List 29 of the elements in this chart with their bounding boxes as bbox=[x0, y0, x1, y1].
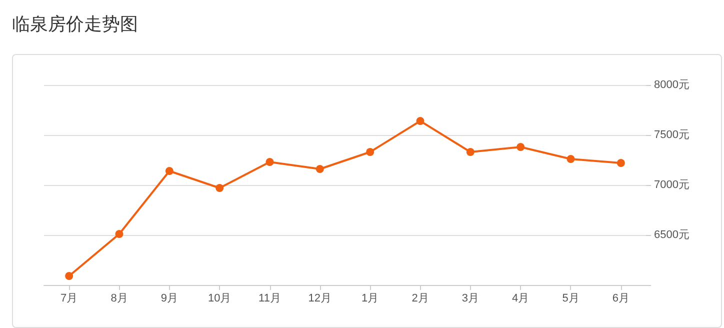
point bbox=[266, 158, 274, 166]
point bbox=[616, 159, 625, 167]
x-tick-label: 4月 bbox=[512, 292, 530, 304]
x-tick-label: 5月 bbox=[562, 292, 580, 304]
point bbox=[416, 117, 424, 125]
point bbox=[466, 148, 474, 156]
x-tick-label: 6月 bbox=[612, 292, 630, 304]
y-tick-label: 8000元 bbox=[654, 79, 690, 91]
x-tick-label: 9月 bbox=[160, 292, 178, 304]
point bbox=[115, 230, 124, 238]
x-tick-label: 2月 bbox=[412, 292, 429, 304]
x-tick-label: 10月 bbox=[208, 292, 232, 304]
point bbox=[65, 272, 74, 280]
point bbox=[216, 184, 224, 192]
point bbox=[316, 165, 324, 173]
y-tick-label: 7500元 bbox=[654, 129, 690, 141]
x-tick-label: 8月 bbox=[110, 292, 128, 304]
y-tick-label: 6500元 bbox=[654, 229, 690, 241]
x-tick-label: 11月 bbox=[258, 292, 281, 304]
point bbox=[165, 167, 174, 175]
x-tick-label: 7月 bbox=[60, 292, 78, 304]
chart-title: 临泉房价走势图 bbox=[12, 13, 138, 36]
point bbox=[366, 148, 374, 156]
y-tick-label: 7000元 bbox=[654, 179, 690, 191]
x-tick-label: 1月 bbox=[362, 292, 379, 304]
point bbox=[566, 155, 575, 163]
x-tick-label: 12月 bbox=[308, 292, 332, 304]
point bbox=[516, 143, 525, 151]
x-tick-label: 3月 bbox=[462, 292, 479, 304]
